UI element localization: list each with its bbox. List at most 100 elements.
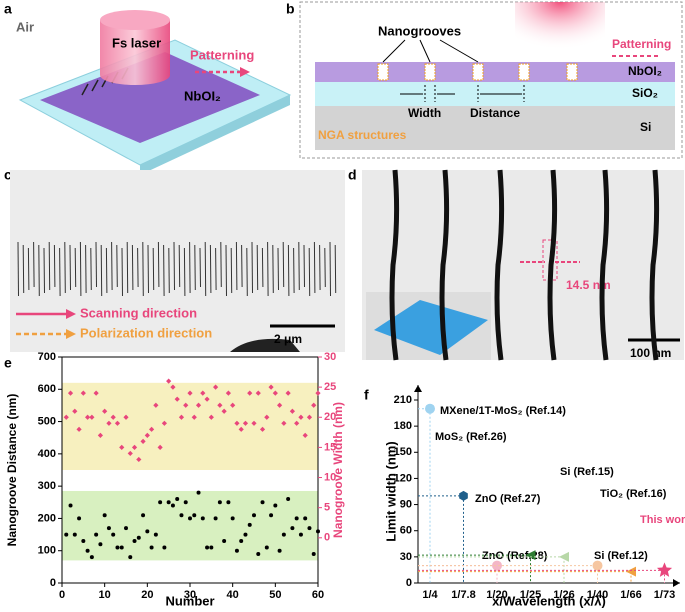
scale-label: 100 nm <box>630 346 671 360</box>
y-axis-label: Nanogroove Distance (nm) <box>5 394 19 547</box>
x-arrow <box>673 579 680 587</box>
groove <box>230 247 233 294</box>
panel-c: c <box>4 167 345 352</box>
groove <box>241 244 243 288</box>
point <box>175 497 180 502</box>
point <box>268 384 274 390</box>
distance-label: Distance <box>470 106 520 120</box>
point <box>230 516 235 521</box>
point <box>191 414 197 420</box>
y-tick-label: 210 <box>394 394 412 406</box>
y-tick-label: 90 <box>400 498 412 510</box>
point <box>222 539 227 544</box>
width-label: Width <box>408 106 441 120</box>
x-tick-label: 60 <box>312 589 324 601</box>
point <box>85 548 90 553</box>
groove <box>293 247 295 294</box>
panel-d: d 14.5 nm 100 nm <box>348 167 684 361</box>
y-tick-label: 700 <box>38 351 56 363</box>
y-tick-label: 300 <box>38 480 56 492</box>
point <box>174 396 180 402</box>
laser-label: Fs laser <box>112 35 161 50</box>
point <box>170 503 175 508</box>
point <box>93 390 99 396</box>
point <box>195 402 202 408</box>
point <box>200 516 205 521</box>
groove <box>282 241 285 288</box>
panel-label: c <box>4 167 12 183</box>
point <box>119 444 125 450</box>
point <box>286 497 291 502</box>
point <box>161 420 167 426</box>
pointers <box>382 39 525 102</box>
point <box>94 532 99 537</box>
point <box>213 516 218 521</box>
groove <box>199 247 201 288</box>
point <box>626 566 636 577</box>
point <box>85 414 91 420</box>
point <box>158 500 163 505</box>
x-tick-label: 50 <box>269 589 281 601</box>
x-tick-label: 1/20 <box>486 589 507 601</box>
point <box>80 390 86 396</box>
point <box>179 513 184 518</box>
x-axis-label: x/Wavelength (x/λ) <box>492 593 606 608</box>
y2-tick-label: 30 <box>324 351 336 363</box>
point <box>208 414 214 420</box>
point <box>141 513 146 518</box>
groove <box>225 244 227 297</box>
point <box>63 414 69 420</box>
groove <box>204 241 207 297</box>
point <box>131 444 138 450</box>
point <box>114 420 121 426</box>
x-tick-label: 1/66 <box>620 589 641 601</box>
point <box>272 390 278 396</box>
x-tick-label: 10 <box>99 589 111 601</box>
groove <box>64 241 66 294</box>
layer-middle-label: SiO₂ <box>632 86 658 100</box>
groove <box>329 241 331 297</box>
inset-surface <box>374 300 488 355</box>
groove <box>38 244 40 297</box>
point <box>298 414 304 420</box>
groove <box>308 247 311 297</box>
point-label: Si (Ref.12) <box>594 550 648 562</box>
groove <box>324 247 326 288</box>
groove <box>547 169 558 361</box>
point <box>170 384 176 390</box>
groove <box>48 241 51 291</box>
point <box>264 414 270 420</box>
y2-tick-label: 15 <box>324 441 336 453</box>
x-tick-label: 1/73 <box>654 589 675 601</box>
groove <box>599 169 610 361</box>
groove <box>246 247 248 297</box>
frame <box>299 1 683 159</box>
structures-label: NGA structures <box>318 128 407 142</box>
y-tick-label: 400 <box>38 448 56 460</box>
point <box>217 402 223 408</box>
point <box>242 420 249 426</box>
groove-marks <box>377 63 578 81</box>
point <box>67 390 74 396</box>
y-tick-label: 120 <box>394 472 412 484</box>
point <box>302 432 308 438</box>
groove <box>163 244 165 297</box>
y2-axis-label: Nanogroove Width (nm) <box>331 402 345 538</box>
y-axis-label: Limit width (nm) <box>383 441 398 541</box>
scan-label: Scanning direction <box>80 305 197 320</box>
groove <box>17 241 19 297</box>
groove <box>267 241 269 297</box>
x-tick-label: 20 <box>141 589 153 601</box>
x-tick-label: 1/7.8 <box>451 589 475 601</box>
y-tick-label: 100 <box>38 545 56 557</box>
groove <box>131 244 134 291</box>
point <box>277 402 283 408</box>
groove <box>334 244 337 294</box>
point <box>110 414 116 420</box>
groove <box>105 247 108 294</box>
y-tick-label: 200 <box>38 512 56 524</box>
x-tick-label: 40 <box>227 589 239 601</box>
point-label: MoS₂ (Ref.26) <box>435 431 507 443</box>
groove <box>111 241 113 291</box>
